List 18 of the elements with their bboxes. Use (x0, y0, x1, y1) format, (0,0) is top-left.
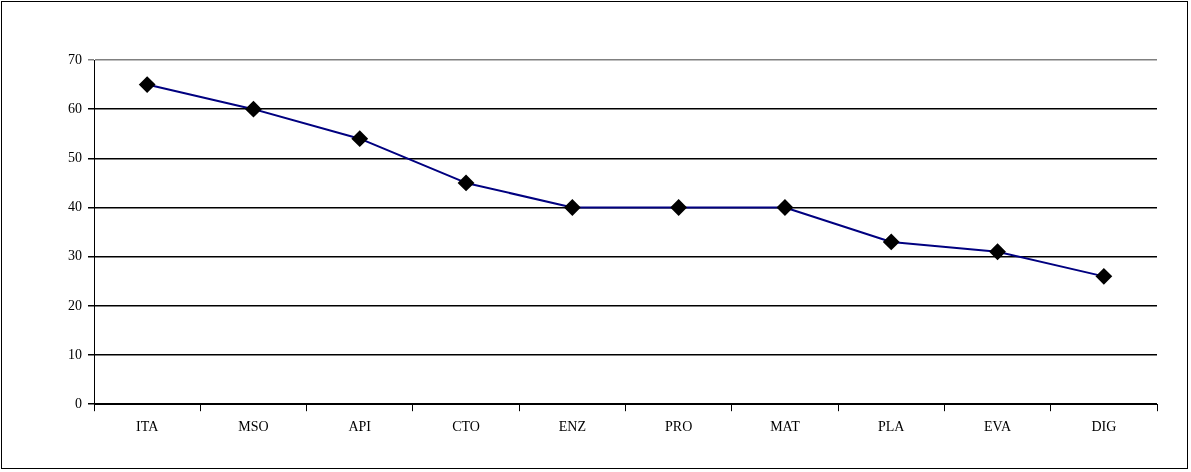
x-tick-label: ITA (136, 419, 160, 435)
x-tick-label: PLA (878, 419, 906, 435)
y-tick-label: 20 (68, 297, 82, 313)
x-tick-label: CTO (452, 419, 480, 435)
x-tick-label: MAT (770, 419, 801, 435)
y-tick-label: 50 (68, 150, 82, 166)
y-tick-label: 10 (68, 346, 82, 362)
x-tick-label: EVA (984, 419, 1012, 435)
y-tick-label: 40 (68, 199, 82, 215)
y-tick-label: 30 (68, 248, 82, 264)
y-tick-label: 70 (68, 51, 82, 67)
x-tick-label: API (348, 419, 372, 435)
x-tick-label: ENZ (558, 419, 586, 435)
y-tick-label: 60 (68, 100, 82, 116)
y-tick-label: 0 (75, 395, 82, 411)
x-tick-label: PRO (665, 419, 693, 435)
x-tick-label: MSO (238, 419, 269, 435)
x-tick-label: DIG (1091, 419, 1117, 435)
